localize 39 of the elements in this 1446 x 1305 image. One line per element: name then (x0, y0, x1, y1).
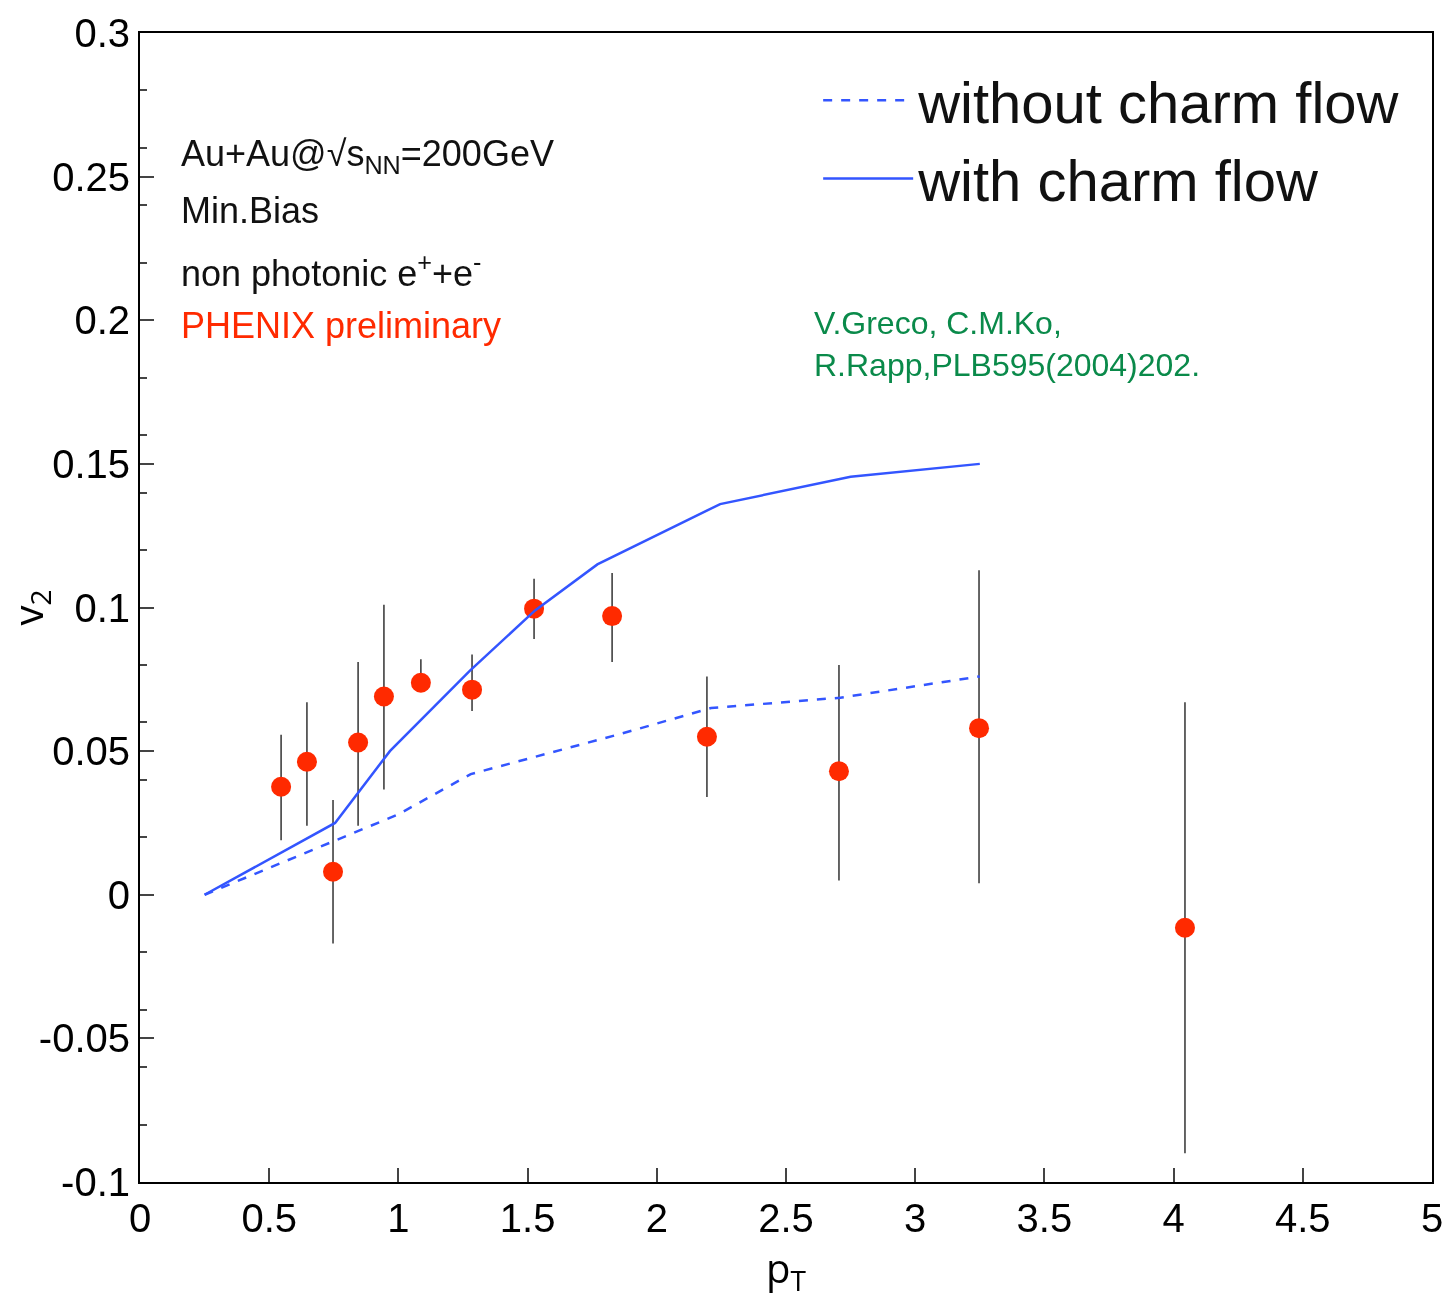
y-tick-label: 0.05 (52, 729, 130, 774)
point (323, 861, 344, 882)
point (373, 686, 394, 707)
point (462, 679, 483, 700)
legend-label: with charm flow (917, 148, 1319, 214)
x-tick-label: 1 (387, 1196, 410, 1240)
y-tick-label: 0 (107, 872, 130, 917)
point (296, 751, 317, 772)
y-tick-label: 0.3 (74, 11, 130, 55)
y-tick-label: -0.05 (38, 1016, 130, 1061)
y-tick-label: 0.15 (52, 441, 130, 486)
annotation: Au+Au@√s$_{NN}$=200GeV (181, 133, 554, 179)
x-tick-label: 0.5 (241, 1196, 297, 1240)
x-tick-label: 3 (904, 1196, 927, 1240)
y-tick-label: -0.1 (61, 1160, 130, 1204)
y-tick-label: 0.2 (74, 298, 130, 343)
point (271, 776, 292, 797)
y-tick-label: 0.25 (52, 154, 130, 199)
point (696, 726, 717, 747)
x-tick-label: 4.5 (1275, 1196, 1331, 1240)
point (410, 672, 431, 693)
x-tick-label: 2.5 (758, 1196, 814, 1240)
y-tick-label: 0.1 (74, 585, 130, 630)
point (828, 761, 849, 782)
annotation: V.Greco, C.M.Ko, R.Rapp,PLB595(2004)202. (814, 305, 1201, 383)
x-tick-label: 3.5 (1016, 1196, 1073, 1240)
legend-label: without charm flow (917, 69, 1400, 135)
point (348, 732, 369, 753)
point (1174, 917, 1195, 938)
annotation: Min.Bias (181, 190, 320, 231)
x-tick-label: 2 (645, 1196, 668, 1240)
x-tick-label: 4 (1162, 1196, 1185, 1240)
annotation: non photonic e$^{+}$+e$^{-}$ (181, 248, 482, 295)
annotation: PHENIX preliminary (181, 305, 502, 346)
x-tick-label: 1.5 (499, 1196, 556, 1240)
point (602, 606, 623, 627)
x-axis-title: p$_{T}$ (766, 1240, 807, 1300)
x-tick-label: 5 (1420, 1196, 1444, 1240)
point (969, 718, 990, 739)
